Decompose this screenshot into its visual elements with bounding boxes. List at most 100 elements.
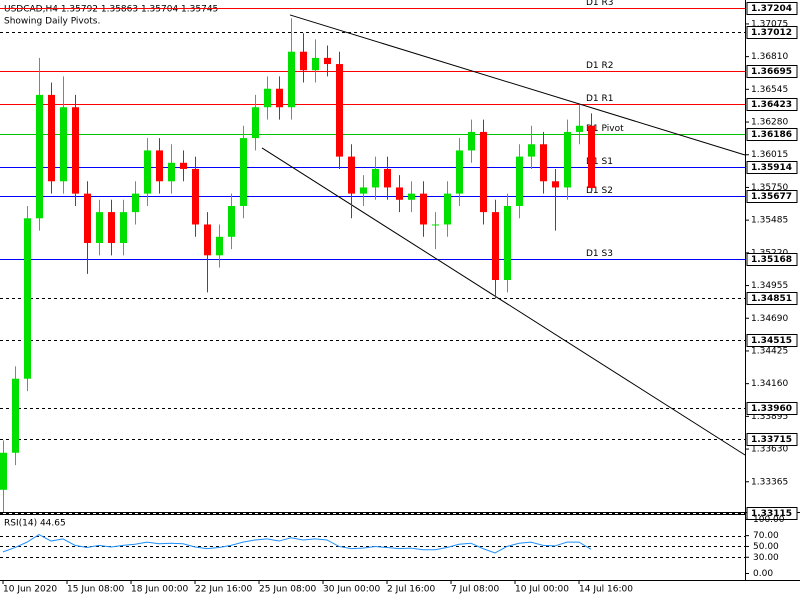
candle-body bbox=[504, 205, 511, 281]
level-label: 1.35677 bbox=[751, 192, 792, 202]
candle-body bbox=[144, 150, 151, 194]
level-label-box bbox=[746, 2, 798, 15]
candle-body bbox=[96, 212, 103, 243]
candle-body bbox=[108, 212, 115, 243]
candle-body bbox=[588, 125, 595, 189]
candle-body bbox=[324, 57, 331, 65]
level-label: 1.36423 bbox=[751, 100, 792, 110]
y-tick-label: 1.34425 bbox=[751, 346, 788, 356]
candle-body bbox=[300, 51, 307, 71]
candle-body bbox=[360, 187, 367, 194]
rsi-tick-label: 30.00 bbox=[753, 553, 779, 563]
y-tick-label: 1.35485 bbox=[751, 216, 788, 226]
candle-body bbox=[252, 107, 259, 139]
candle-body bbox=[288, 51, 295, 108]
x-tick-label: 7 Jul 08:00 bbox=[451, 585, 500, 595]
candle-body bbox=[564, 131, 571, 188]
y-tick-label: 1.36545 bbox=[751, 85, 788, 95]
indicator-name: RSI(14) 44.65 bbox=[4, 519, 66, 529]
candle-body bbox=[432, 224, 439, 226]
x-tick-label: 14 Jul 16:00 bbox=[579, 585, 633, 595]
candle-body bbox=[180, 162, 187, 169]
candle-body bbox=[408, 193, 415, 200]
candle-body bbox=[84, 193, 91, 243]
level-label-box bbox=[746, 98, 798, 111]
candle-body bbox=[372, 168, 379, 188]
y-tick-label: 1.36810 bbox=[751, 52, 788, 62]
level-label: 1.37204 bbox=[751, 4, 792, 14]
rsi-tick-label: 70.00 bbox=[753, 531, 779, 541]
level-label-box bbox=[746, 190, 798, 203]
candle-body bbox=[216, 236, 223, 256]
level-label: 1.33960 bbox=[751, 404, 792, 414]
candle-body bbox=[132, 193, 139, 213]
level-label-box bbox=[746, 161, 798, 174]
rsi-tick-label: 0.00 bbox=[753, 569, 773, 579]
level-label-box bbox=[746, 253, 798, 266]
x-tick-label: 18 Jun 00:00 bbox=[131, 585, 188, 595]
x-tick-label: 30 Jun 00:00 bbox=[323, 585, 380, 595]
candle-body bbox=[36, 94, 43, 219]
y-tick-label: 1.37075 bbox=[751, 19, 788, 29]
candle-body bbox=[456, 150, 463, 194]
level-label: 1.33715 bbox=[751, 435, 792, 445]
x-tick-label: 10 Jul 00:00 bbox=[515, 585, 569, 595]
x-tick-label: 2 Jul 16:00 bbox=[387, 585, 436, 595]
candle-body bbox=[276, 88, 283, 108]
candle-body bbox=[60, 107, 67, 182]
candle-body bbox=[576, 125, 583, 132]
level-name: D1 R1 bbox=[586, 94, 614, 104]
chart-subtitle: Showing Daily Pivots. bbox=[4, 17, 100, 27]
candle-body bbox=[444, 193, 451, 225]
level-label: 1.35914 bbox=[751, 163, 792, 173]
rsi-tick-label: 100.00 bbox=[753, 515, 785, 525]
candle-body bbox=[48, 94, 55, 182]
trendline bbox=[261, 147, 746, 456]
candle-body bbox=[0, 452, 7, 490]
y-tick-label: 1.34160 bbox=[751, 379, 788, 389]
candle-body bbox=[492, 212, 499, 281]
level-label: 1.36695 bbox=[751, 67, 792, 77]
candle-body bbox=[468, 131, 475, 151]
candle-body bbox=[264, 88, 271, 108]
y-tick-label: 1.34955 bbox=[751, 281, 788, 291]
candle-body bbox=[24, 218, 31, 379]
y-tick-label: 1.35750 bbox=[751, 183, 788, 193]
y-tick-label: 1.34690 bbox=[751, 314, 788, 324]
level-name: D1 Pivot bbox=[586, 124, 624, 134]
candle-body bbox=[396, 187, 403, 200]
level-label: 1.35168 bbox=[751, 255, 792, 265]
level-label-box bbox=[746, 65, 798, 78]
rsi-line bbox=[2, 533, 592, 554]
level-label: 1.34851 bbox=[751, 294, 792, 304]
candle-body bbox=[312, 57, 319, 71]
candle-body bbox=[384, 168, 391, 188]
candle-body bbox=[480, 131, 487, 213]
rsi-tick-label: 50.00 bbox=[753, 542, 779, 552]
candle-body bbox=[336, 64, 343, 157]
y-tick-label: 1.33895 bbox=[751, 412, 788, 422]
candle-body bbox=[528, 144, 535, 157]
y-tick-label: 1.36015 bbox=[751, 150, 788, 160]
x-tick-label: 10 Jun 2020 bbox=[3, 585, 57, 595]
level-name: D1 R3 bbox=[586, 0, 614, 8]
trendline bbox=[289, 14, 746, 156]
candle-body bbox=[120, 212, 127, 243]
level-name: D1 S3 bbox=[586, 249, 613, 259]
level-label: 1.33115 bbox=[751, 509, 792, 519]
level-name: D1 S2 bbox=[586, 186, 613, 196]
candle-body bbox=[540, 144, 547, 182]
candle-body bbox=[516, 156, 523, 206]
level-label: 1.37012 bbox=[751, 28, 792, 38]
x-tick-label: 15 Jun 08:00 bbox=[67, 585, 124, 595]
level-name: D1 R2 bbox=[586, 61, 614, 71]
level-label-box bbox=[746, 334, 798, 347]
level-label-box bbox=[746, 402, 798, 415]
candle-body bbox=[168, 162, 175, 182]
y-tick-label: 1.33630 bbox=[751, 445, 788, 455]
level-label-box bbox=[746, 292, 798, 305]
y-tick-label: 1.36280 bbox=[751, 118, 788, 128]
x-tick-label: 22 Jun 16:00 bbox=[195, 585, 252, 595]
level-label-box bbox=[746, 128, 798, 141]
